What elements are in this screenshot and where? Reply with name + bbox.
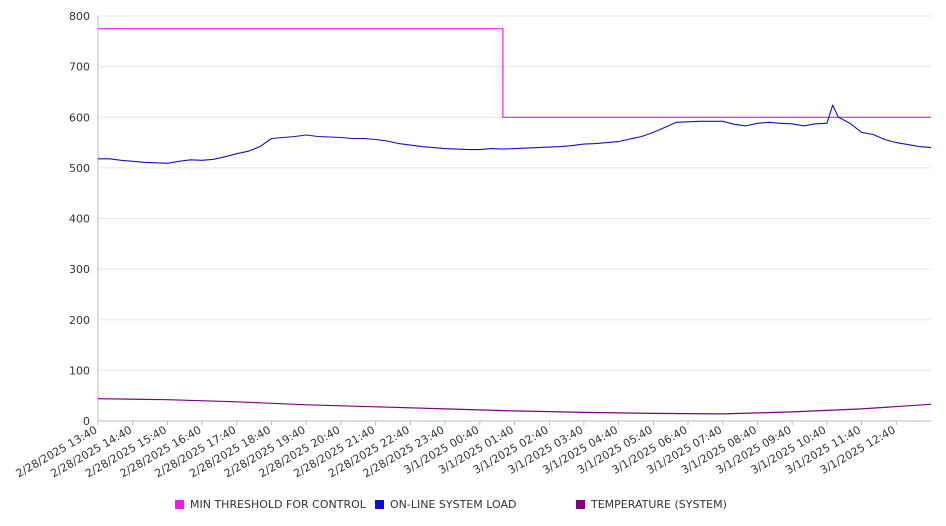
legend-item-system-load: ON-LINE SYSTEM LOAD: [375, 498, 516, 511]
series-line-temperature-system: [97, 398, 932, 415]
series-line-min-threshold-for-control: [98, 28, 931, 118]
y-tick-label: 300: [69, 263, 90, 276]
gridlines: [98, 15, 931, 371]
y-tick-label: 800: [69, 10, 90, 23]
y-tick-label: 200: [69, 314, 90, 327]
legend-swatch-min-threshold: [175, 500, 184, 509]
legend-swatch-temperature: [576, 500, 585, 509]
legend-item-min-threshold: MIN THRESHOLD FOR CONTROL: [175, 498, 366, 511]
series-line-on-line-system-load: [98, 104, 932, 164]
legend: MIN THRESHOLD FOR CONTROL ON-LINE SYSTEM…: [0, 498, 946, 514]
y-tick-label: 500: [69, 162, 90, 175]
legend-label-min-threshold: MIN THRESHOLD FOR CONTROL: [190, 498, 366, 511]
y-axis-ticks: 0 100 200 300 400 500 600 700 800: [69, 10, 90, 428]
legend-item-temperature: TEMPERATURE (SYSTEM): [576, 498, 727, 511]
x-axis-ticks: 2/28/2025 13:402/28/2025 14:402/28/2025 …: [14, 421, 898, 480]
legend-label-system-load: ON-LINE SYSTEM LOAD: [390, 498, 517, 511]
y-tick-label: 400: [69, 213, 90, 226]
y-tick-label: 600: [69, 111, 90, 124]
series-lines: [97, 28, 932, 415]
y-tick-label: 700: [69, 61, 90, 74]
y-tick-label: 100: [69, 364, 90, 377]
y-tick-label: 0: [83, 415, 90, 428]
legend-swatch-system-load: [375, 500, 384, 509]
legend-label-temperature: TEMPERATURE (SYSTEM): [591, 498, 727, 511]
